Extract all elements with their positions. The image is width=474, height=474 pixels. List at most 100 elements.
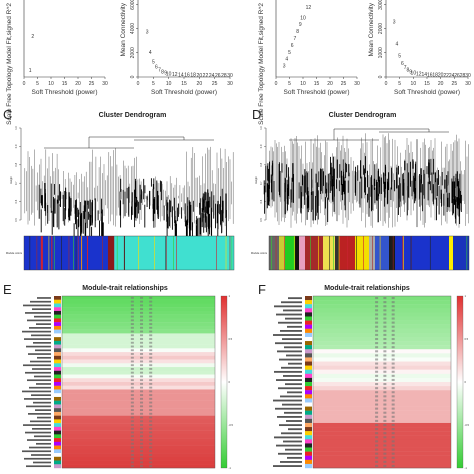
heatmap-cell <box>313 377 451 383</box>
data-point-label: 18 <box>190 73 196 79</box>
data-point-label: 8 <box>406 68 409 74</box>
cell-value-mark <box>375 321 379 324</box>
cell-value-mark <box>130 465 134 468</box>
cell-value-mark <box>383 452 387 455</box>
module-color-segment <box>449 236 453 270</box>
cell-value-mark <box>375 350 379 353</box>
heatmap-cell <box>313 320 451 325</box>
module-color-stripe <box>53 236 55 270</box>
module-color-segment <box>51 236 53 270</box>
data-point-label: 16 <box>427 72 433 78</box>
x-tick-label: 20 <box>438 81 444 87</box>
module-color-segment <box>285 236 295 270</box>
x-axis-label: Soft Threshold (power) <box>284 89 350 96</box>
heatmap-cell <box>313 386 451 391</box>
cell-value-mark <box>391 342 395 345</box>
row-label-mark <box>280 395 302 398</box>
x-tick-label: 25 <box>89 81 95 87</box>
heatmap-cell <box>62 393 215 398</box>
module-swatch <box>54 438 61 443</box>
cell-value-mark <box>130 450 134 453</box>
cell-value-mark <box>375 460 379 463</box>
cell-value-mark <box>375 301 379 304</box>
data-point-label: 12 <box>416 72 422 78</box>
y-axis-label: Mean Connectivity <box>120 2 127 56</box>
row-label-mark <box>281 301 302 304</box>
row-label-mark <box>36 442 51 445</box>
data-point-label: 4 <box>285 57 288 63</box>
y-tick-label: 1.0 <box>14 126 18 130</box>
cell-value-mark <box>140 461 144 464</box>
y-tick-label: 0 <box>130 75 136 78</box>
cell-value-mark <box>130 367 134 370</box>
x-axis-label: Soft Threshold (power) <box>151 89 217 96</box>
row-label-mark <box>23 364 51 367</box>
row-label-mark <box>26 405 51 408</box>
cell-value-mark <box>383 350 387 353</box>
module-color-segment <box>369 236 375 270</box>
cell-value-mark <box>149 375 153 378</box>
module-color-stripe <box>372 236 373 270</box>
module-color-stripe <box>231 236 233 270</box>
cell-value-mark <box>130 345 134 348</box>
cell-value-mark <box>375 456 379 459</box>
cell-value-mark <box>391 415 395 418</box>
cell-value-mark <box>130 431 134 434</box>
cell-value-mark <box>383 325 387 328</box>
cell-value-mark <box>140 382 144 385</box>
heatmap-frame <box>61 295 216 469</box>
row-label-mark <box>25 371 51 374</box>
heatmap-cell <box>62 310 215 315</box>
cell-value-mark <box>391 452 395 455</box>
module-swatch <box>305 439 312 444</box>
cell-value-mark <box>140 323 144 325</box>
cell-value-mark <box>130 401 134 404</box>
module-swatch <box>54 325 61 330</box>
module-color-frame <box>23 235 235 271</box>
module-swatch <box>54 434 61 439</box>
data-point-label: 14 <box>421 72 427 78</box>
cell-value-mark <box>375 448 379 451</box>
module-swatch <box>54 430 61 435</box>
cell-value-mark <box>391 317 395 320</box>
cell-value-mark <box>391 383 395 386</box>
row-label-mark <box>22 390 51 393</box>
module-color-segment <box>87 236 89 270</box>
heatmap-cell <box>313 382 451 387</box>
module-swatch <box>54 393 61 398</box>
data-point-label: 9 <box>299 22 302 28</box>
cell-value-mark <box>391 309 395 312</box>
y-tick-label: 0.7 <box>259 181 263 185</box>
y-axis-label: Mean Connectivity <box>368 2 375 56</box>
cell-value-mark <box>391 346 395 349</box>
heatmap-cell <box>62 367 215 371</box>
cell-value-mark <box>391 378 395 381</box>
heatmap-cell <box>313 361 451 366</box>
cell-value-mark <box>375 411 379 414</box>
legend-tick-label: 0.5 <box>465 337 469 341</box>
dendrogram-cluster <box>73 198 104 254</box>
module-swatch <box>305 435 312 440</box>
cell-value-mark <box>130 390 134 393</box>
row-label-mark <box>287 456 302 459</box>
heatmap-cell <box>62 307 215 312</box>
row-label-mark <box>273 399 302 402</box>
scale-free-fit-plot-left: 0 5 10 15 20 25 30 Soft Threshold (power) Scale … <box>6 0 108 125</box>
module-swatch <box>305 336 312 342</box>
heatmap-cell <box>313 312 451 317</box>
cell-value-mark <box>140 371 144 374</box>
module-swatch <box>305 447 312 452</box>
cell-value-mark <box>375 366 379 369</box>
heatmap-cell <box>313 336 451 342</box>
module-swatch <box>305 349 312 354</box>
module-swatch <box>54 426 61 431</box>
cell-value-mark <box>391 411 395 414</box>
heatmap-cell <box>62 404 215 409</box>
x-axis-label: Soft Threshold (power) <box>394 89 460 96</box>
heatmap-cell <box>62 460 215 465</box>
row-label-mark <box>24 338 51 340</box>
cell-value-mark <box>391 329 395 332</box>
module-color-stripe <box>318 236 319 270</box>
module-swatch <box>305 324 312 329</box>
